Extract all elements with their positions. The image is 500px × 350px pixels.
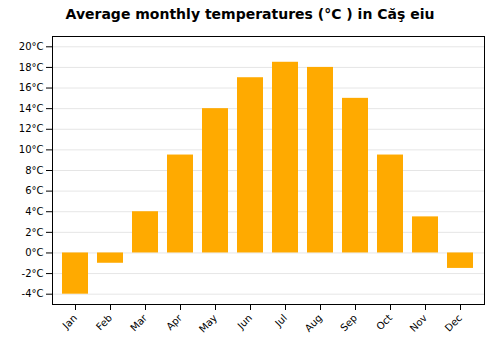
svg-text:18°C: 18°C [19, 62, 44, 73]
svg-text:Dec: Dec [443, 312, 464, 333]
svg-text:Jun: Jun [235, 312, 255, 332]
svg-text:4°C: 4°C [25, 206, 43, 217]
svg-text:Apr: Apr [164, 312, 185, 333]
svg-text:Oct: Oct [374, 312, 394, 332]
svg-text:14°C: 14°C [19, 103, 44, 114]
svg-text:-2°C: -2°C [22, 268, 44, 279]
svg-text:6°C: 6°C [25, 185, 43, 196]
svg-text:Sep: Sep [338, 312, 359, 333]
svg-text:10°C: 10°C [19, 144, 44, 155]
svg-text:Jan: Jan [60, 312, 79, 331]
svg-text:-4°C: -4°C [22, 288, 44, 299]
svg-text:Feb: Feb [94, 312, 114, 332]
svg-text:May: May [197, 312, 219, 334]
svg-text:2°C: 2°C [25, 227, 43, 238]
svg-text:0°C: 0°C [25, 247, 43, 258]
svg-text:Nov: Nov [408, 312, 430, 334]
html-text:Average monthly temperatures (: Average monthly temperatures (°C ) in Că… [65, 6, 435, 22]
svg-text:20°C: 20°C [19, 41, 44, 52]
svg-text:12°C: 12°C [19, 123, 44, 134]
svg-text:Mar: Mar [128, 312, 150, 334]
svg-text:16°C: 16°C [19, 82, 44, 93]
svg-text:8°C: 8°C [25, 165, 43, 176]
svg-text:Aug: Aug [303, 312, 325, 334]
svg-text:Jul: Jul [272, 312, 289, 329]
